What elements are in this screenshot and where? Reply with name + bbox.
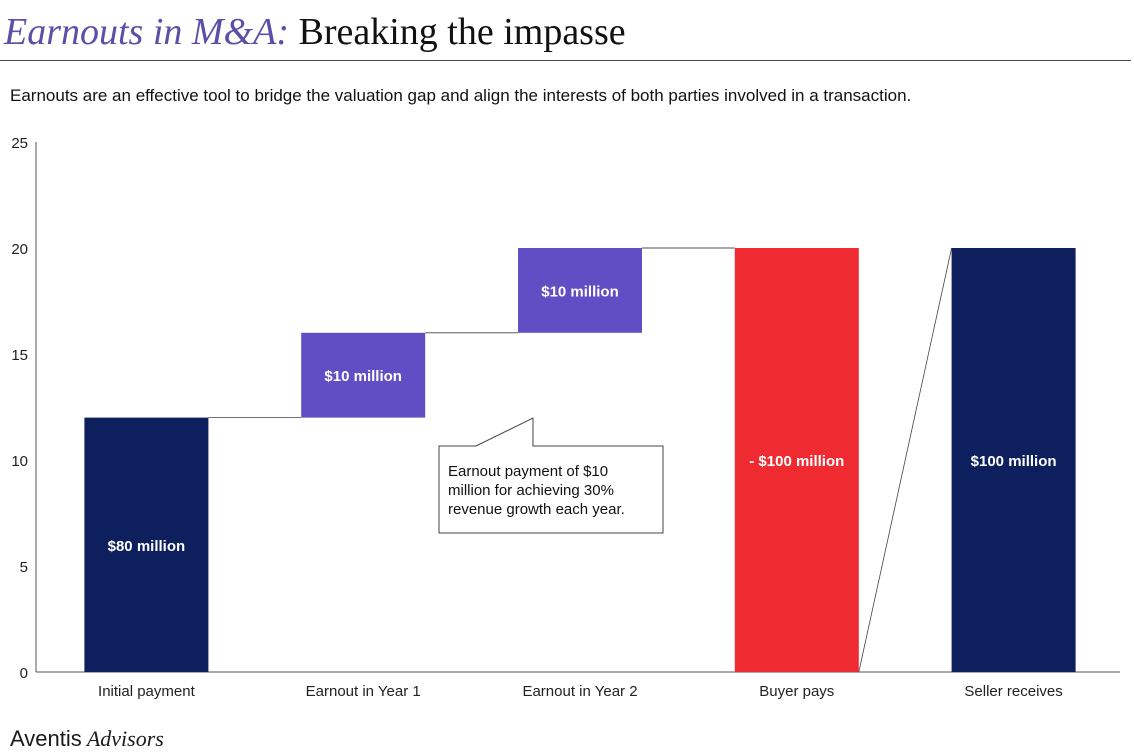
annotation-text-line: Earnout payment of $10	[448, 463, 608, 480]
y-tick-label: 20	[11, 241, 28, 258]
brand-part-1: Aventis	[10, 726, 82, 751]
title-divider	[0, 60, 1131, 61]
x-tick-label: Initial payment	[98, 683, 196, 700]
bar-data-label: $10 million	[324, 368, 402, 385]
bar-0	[84, 417, 209, 672]
y-tick-label: 0	[20, 665, 28, 682]
bar-1	[301, 332, 426, 418]
title-italic: Earnouts in M&A:	[4, 11, 289, 53]
y-tick-label: 15	[11, 347, 28, 364]
x-tick-label: Seller receives	[964, 683, 1062, 700]
subtitle: Earnouts are an effective tool to bridge…	[10, 86, 912, 105]
bar-3	[734, 248, 859, 672]
brand-logo: Aventis Advisors	[10, 726, 164, 752]
x-tick-label: Earnout in Year 2	[522, 683, 637, 700]
annotation-callout	[438, 417, 664, 534]
bar-4	[951, 248, 1076, 672]
y-tick-label: 10	[11, 453, 28, 470]
bar-2	[518, 248, 642, 333]
page-title: Earnouts in M&A: Breaking the impasse	[4, 8, 626, 56]
transfer-line	[858, 247, 952, 673]
annotation-text-line: million for achieving 30%	[448, 482, 614, 499]
bar-data-label: $80 million	[108, 538, 186, 555]
x-tick-label: Buyer pays	[759, 683, 834, 700]
bar-data-label: - $100 million	[749, 453, 844, 470]
brand-part-2: Advisors	[81, 726, 164, 751]
y-tick-label: 25	[11, 135, 28, 152]
bar-data-label: $10 million	[541, 283, 619, 300]
bar-data-label: $100 million	[971, 453, 1057, 470]
y-tick-label: 5	[20, 559, 28, 576]
x-tick-label: Earnout in Year 1	[306, 683, 421, 700]
waterfall-chart: 0 5 10 15 20 25 $80 million $10 million $10 mill…	[11, 135, 1120, 700]
title-rest: Breaking the impasse	[288, 11, 626, 53]
annotation-text-line: revenue growth each year.	[448, 501, 625, 518]
